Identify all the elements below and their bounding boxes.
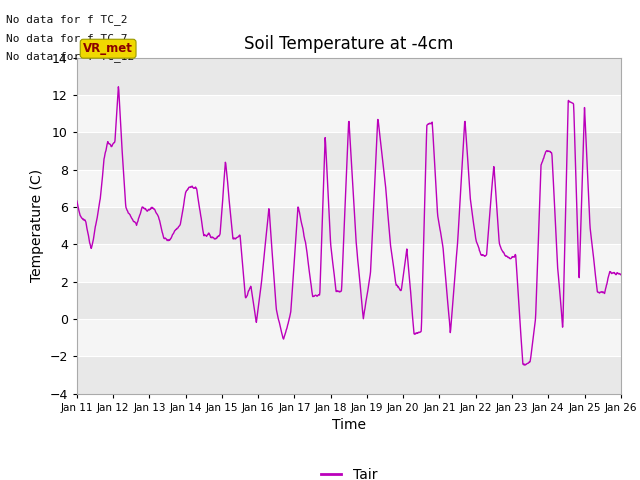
Bar (77, 207, 621, 244)
Bar (77, 319, 621, 356)
Bar (77, 169, 621, 207)
Bar (77, 356, 621, 394)
Y-axis label: Temperature (C): Temperature (C) (30, 169, 44, 282)
Title: Soil Temperature at -4cm: Soil Temperature at -4cm (244, 35, 454, 53)
Bar (77, 58, 621, 95)
Text: No data for f TC_7: No data for f TC_7 (6, 33, 128, 44)
Legend: Tair: Tair (315, 462, 383, 480)
Bar (77, 282, 621, 319)
X-axis label: Time: Time (332, 418, 366, 432)
Text: No data for f TC_2: No data for f TC_2 (6, 14, 128, 25)
Bar (77, 244, 621, 282)
Bar (77, 95, 621, 132)
Text: No data for f TC_12: No data for f TC_12 (6, 51, 134, 62)
Bar (77, 132, 621, 169)
Text: VR_met: VR_met (83, 42, 133, 55)
